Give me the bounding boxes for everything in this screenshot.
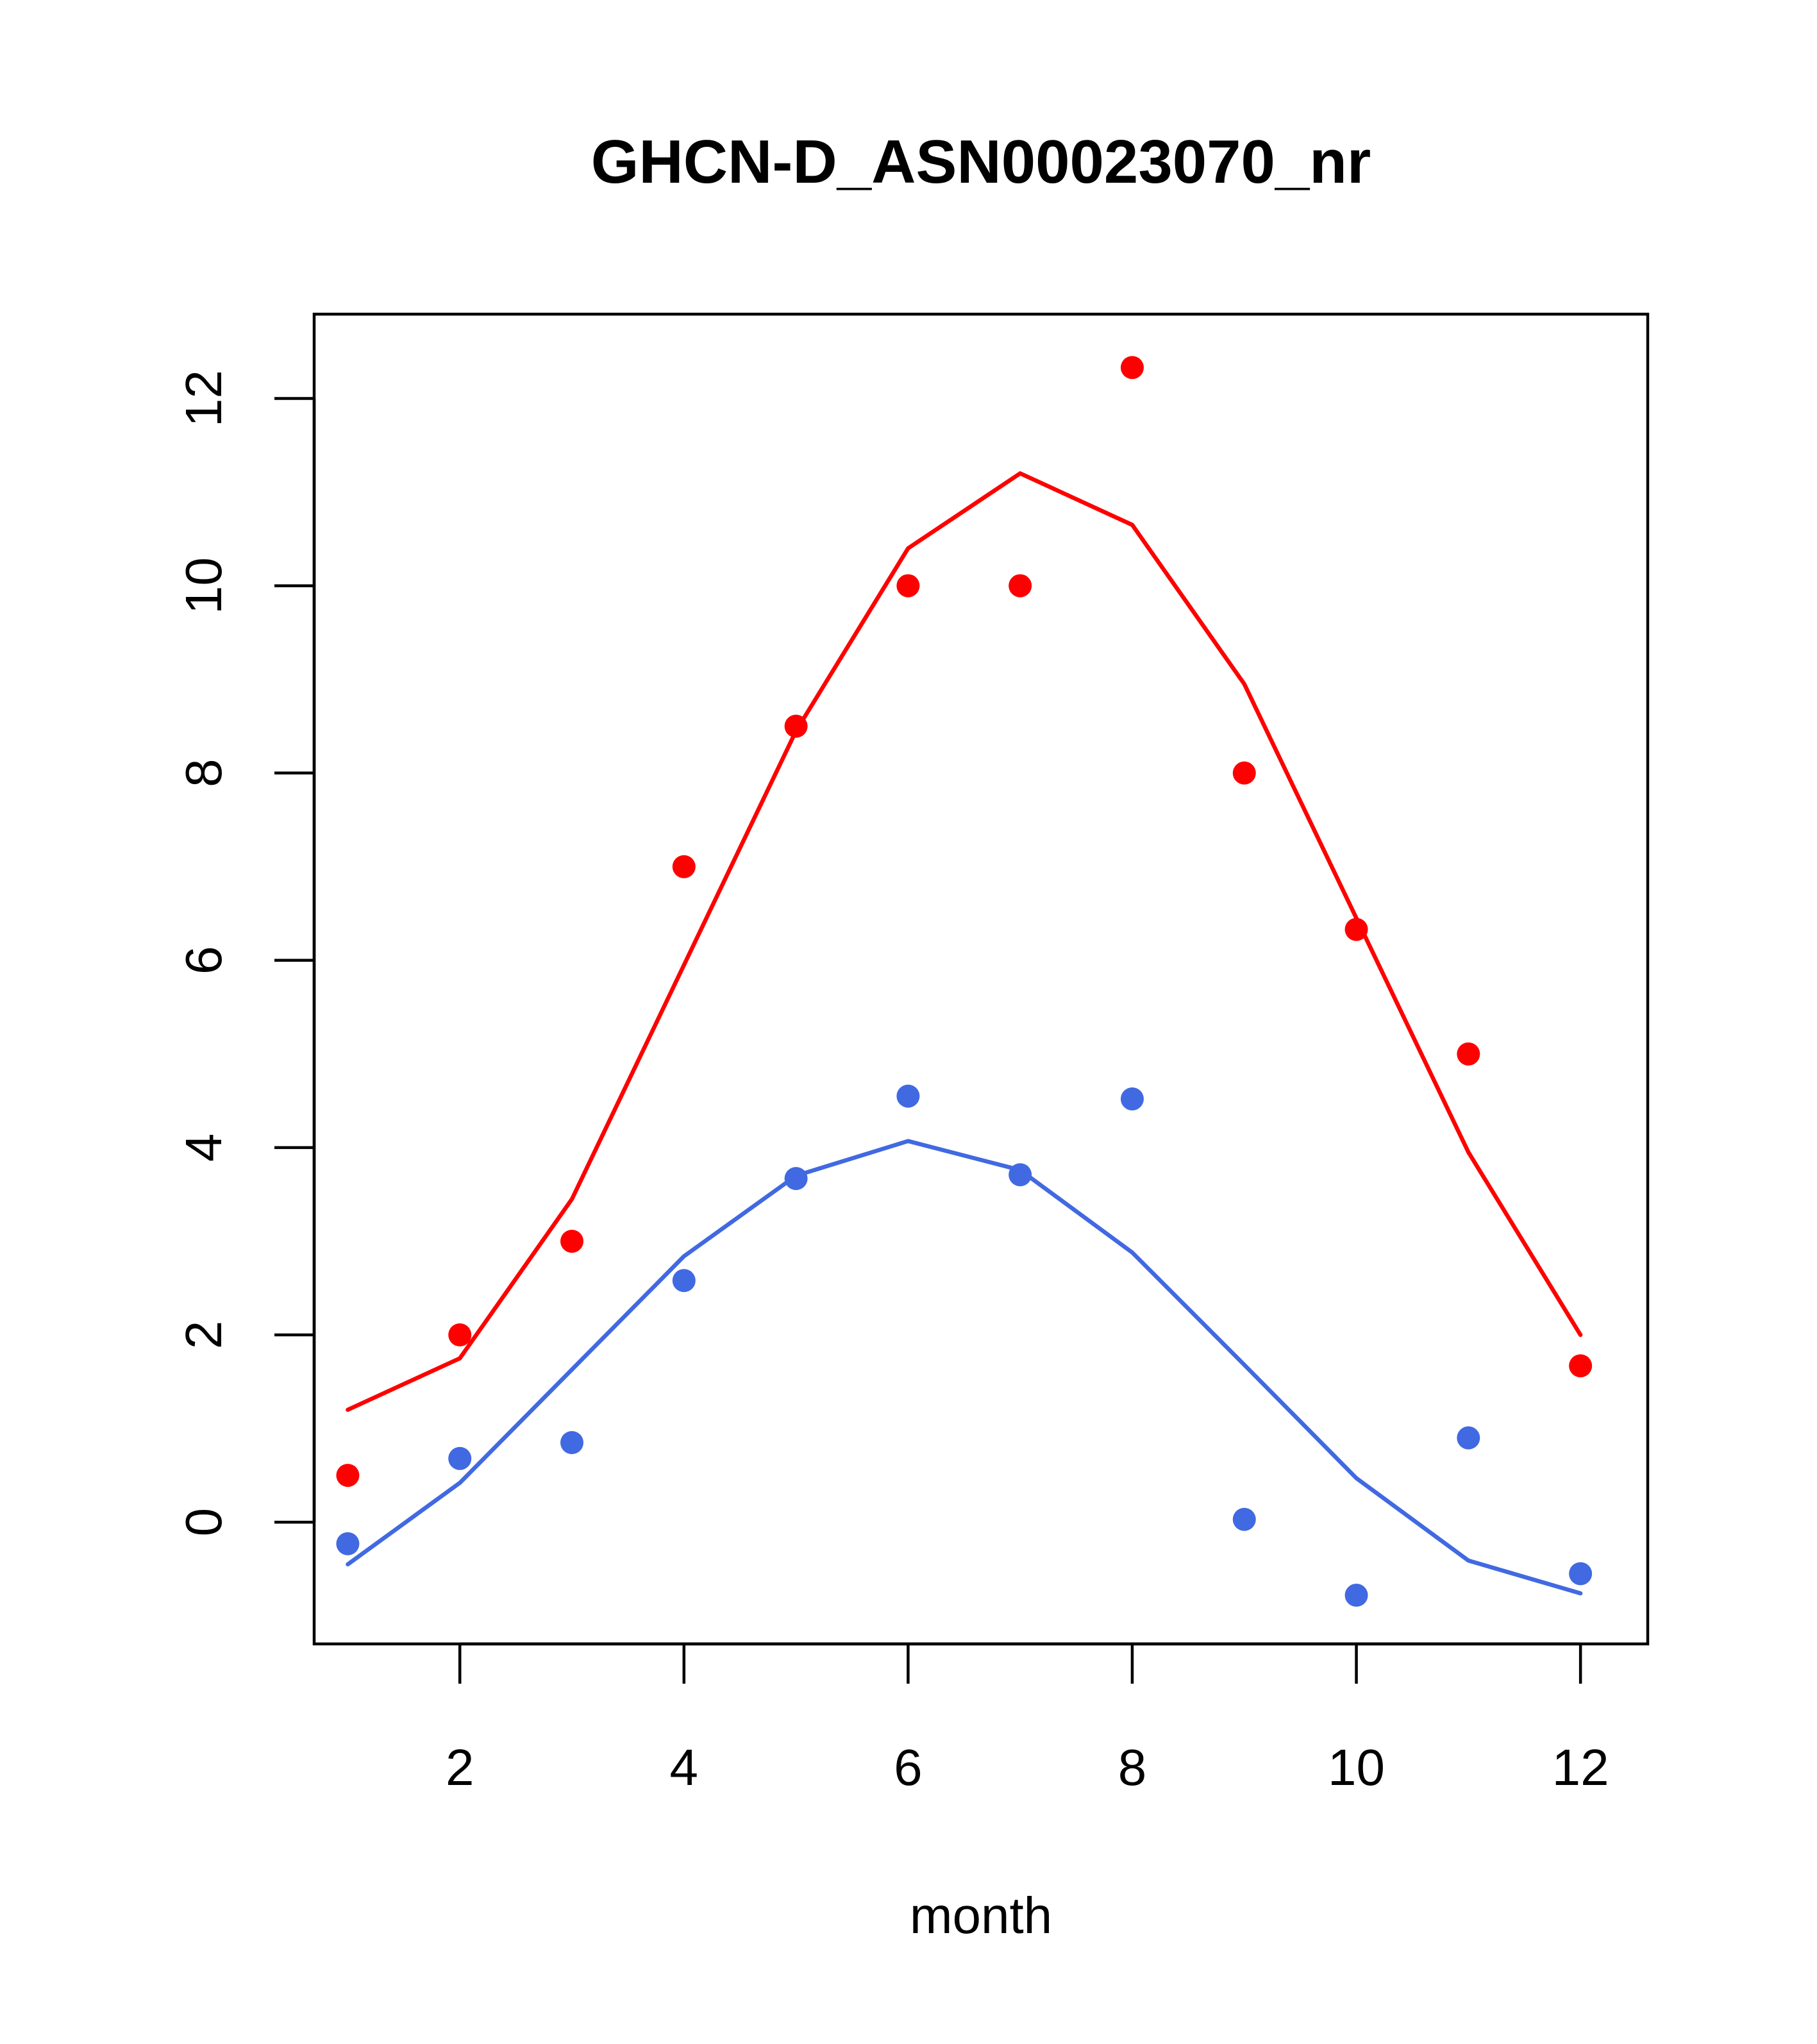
series-1-point [560,1229,584,1253]
y-tick-label: 0 [175,1508,232,1537]
x-tick-label: 4 [670,1739,699,1796]
chart-title: GHCN-D_ASN00023070_nr [591,128,1371,196]
series-2-point [1120,1087,1144,1110]
y-tick-label: 4 [175,1134,232,1162]
series-1-point [1457,1042,1480,1066]
series-layer [336,356,1593,1607]
series-1-point [1232,761,1256,785]
y-tick-label: 6 [175,946,232,975]
series-2-line [346,1139,1583,1596]
series-2-point [560,1430,584,1454]
series-2-point [1344,1584,1368,1607]
series-1-point [1344,917,1368,941]
series-2-point [448,1446,472,1470]
series-2-point [1457,1426,1480,1450]
series-1-point [1569,1354,1593,1378]
x-axis: 2 4 6 8 10 12 [446,1642,1609,1796]
x-tick-label: 12 [1552,1739,1609,1796]
series-1-point [672,855,696,878]
series-1-line [346,471,1583,1412]
series-1-point [336,1464,360,1487]
plot-frame [312,312,1650,1646]
x-tick-label: 2 [446,1739,474,1796]
x-axis-label: month [910,1887,1052,1944]
series-2-point [672,1269,696,1293]
series-2-point [896,1084,920,1108]
x-tick-label: 10 [1328,1739,1385,1796]
series-1-point [784,714,808,738]
series-1-point [1120,356,1144,380]
series-1-point [1009,574,1032,598]
series-2-point [1009,1163,1032,1187]
series-1-point [896,574,920,598]
y-tick-label: 8 [175,758,232,787]
x-tick-label: 8 [1118,1739,1147,1796]
y-tick-label: 12 [175,370,232,427]
y-axis: 0 2 4 6 8 10 12 [175,370,316,1537]
y-tick-label: 2 [175,1321,232,1350]
series-1-point [448,1323,472,1347]
series-2-point [1232,1507,1256,1531]
y-tick-label: 10 [175,557,232,614]
x-tick-label: 6 [894,1739,923,1796]
series-2-point [336,1532,360,1555]
series-2-point [1569,1562,1593,1586]
series-2-point [784,1167,808,1191]
